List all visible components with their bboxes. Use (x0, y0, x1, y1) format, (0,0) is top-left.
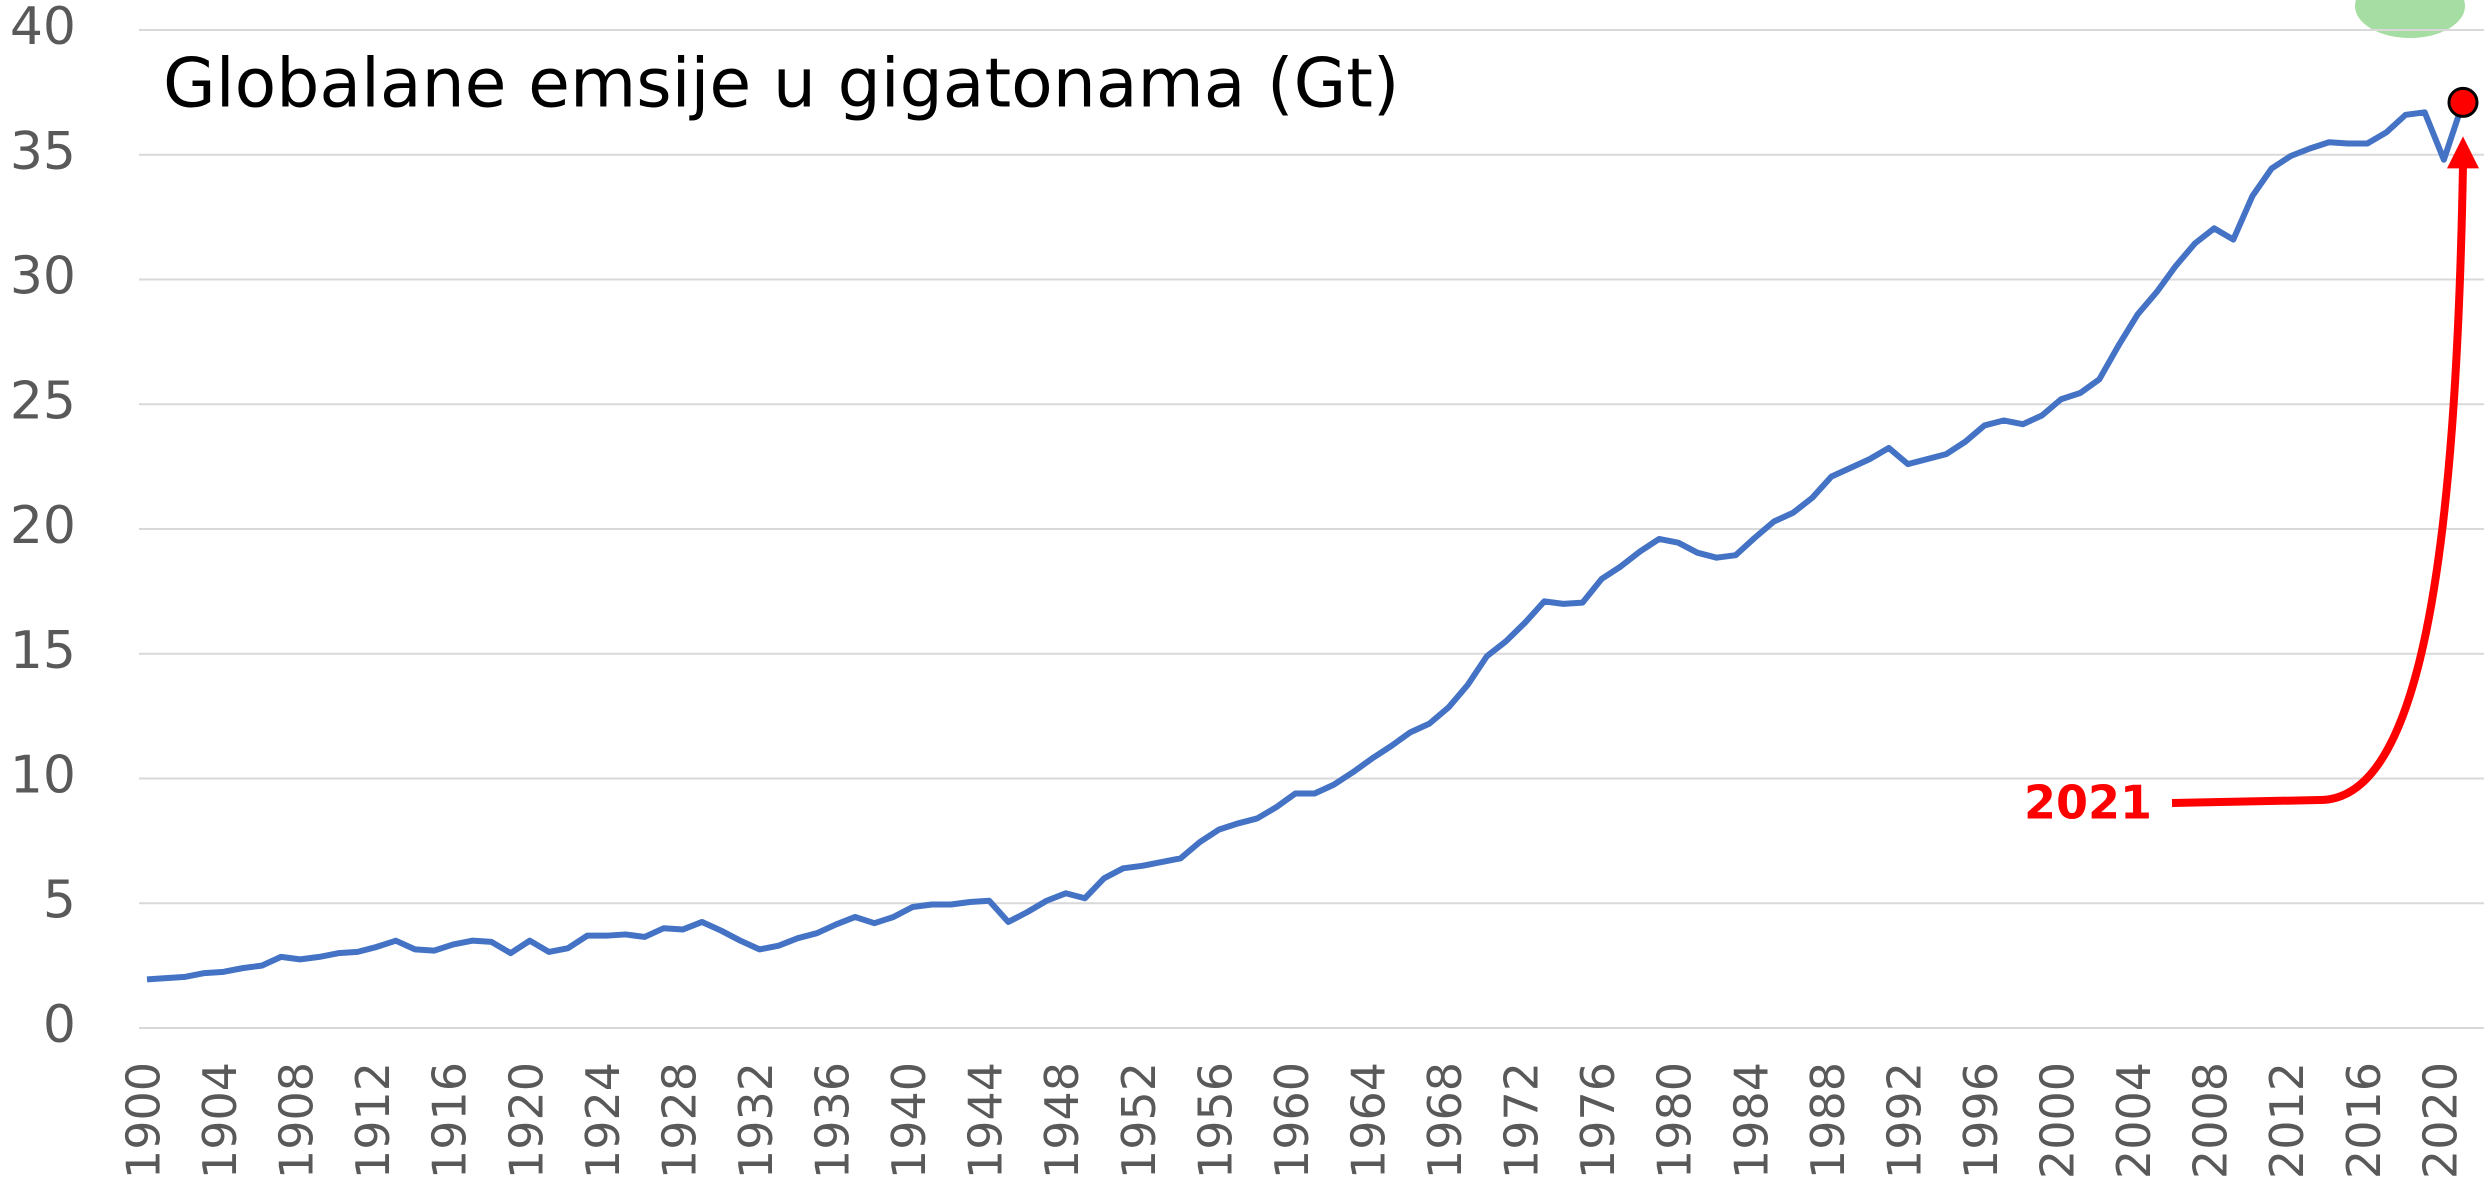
x-tick-label: 2000 (2031, 1062, 2085, 1179)
x-tick-label: 1956 (1188, 1062, 1242, 1179)
x-tick-label: 2016 (2337, 1062, 2391, 1179)
data-line (147, 102, 2463, 979)
x-tick-label: 1924 (576, 1062, 630, 1179)
y-tick-label: 10 (10, 746, 76, 806)
x-tick-label: 1968 (1418, 1062, 1472, 1179)
page: Globalane emsije u gigatonama (Gt) 0 5 10 1… (0, 0, 2484, 1182)
x-tick-label: 1908 (270, 1062, 324, 1179)
y-tick-label: 20 (10, 496, 76, 556)
x-tick-label: 1960 (1265, 1062, 1319, 1179)
y-tick-label: 35 (10, 122, 76, 182)
x-tick-label: 1964 (1341, 1062, 1395, 1179)
decoration (2355, 0, 2465, 38)
x-tick-label: 1920 (499, 1062, 553, 1179)
x-tick-label: 1980 (1648, 1062, 1702, 1179)
x-tick-label: 1952 (1112, 1062, 1166, 1179)
x-tick-label: 1976 (1571, 1062, 1625, 1179)
x-tick-label: 2020 (2413, 1062, 2467, 1179)
x-tick-label: 1948 (1035, 1062, 1089, 1179)
x-tick-label: 2004 (2107, 1062, 2161, 1179)
x-tick-label: 1932 (729, 1062, 783, 1179)
chart: Globalane emsije u gigatonama (Gt) 0 5 10 1… (0, 0, 2484, 1182)
highlight-point (2449, 88, 2477, 116)
annotation-label: 2021 (2024, 776, 2152, 830)
x-tick-label: 1984 (1724, 1062, 1778, 1179)
y-tick-label: 40 (10, 0, 76, 57)
x-tick-label: 1928 (652, 1062, 706, 1179)
x-tick-label: 2008 (2184, 1062, 2238, 1179)
x-tick-label: 1944 (959, 1062, 1013, 1179)
y-tick-label: 5 (43, 870, 76, 930)
x-tick-label: 1904 (193, 1062, 247, 1179)
x-tick-label: 1940 (882, 1062, 936, 1179)
y-tick-label: 30 (10, 247, 76, 307)
y-tick-label: 0 (43, 995, 76, 1055)
y-tick-label: 25 (10, 371, 76, 431)
x-tick-label: 1992 (1877, 1062, 1931, 1179)
x-tick-label: 1900 (117, 1062, 171, 1179)
x-tick-label: 1988 (1801, 1062, 1855, 1179)
annotation-arrow (2172, 164, 2463, 803)
x-tick-label: 1936 (806, 1062, 860, 1179)
x-tick-label: 2012 (2260, 1062, 2314, 1179)
x-tick-label: 1972 (1495, 1062, 1549, 1179)
x-tick-label: 1916 (423, 1062, 477, 1179)
x-tick-label: 1912 (346, 1062, 400, 1179)
y-tick-label: 15 (10, 621, 76, 681)
x-tick-label: 1996 (1954, 1062, 2008, 1179)
chart-title: Globalane emsije u gigatonama (Gt) (163, 45, 1399, 124)
